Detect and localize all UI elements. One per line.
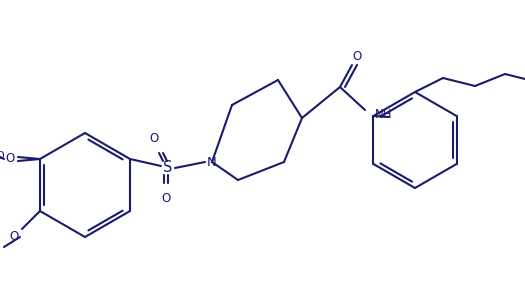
Text: O: O [150, 131, 159, 144]
Text: NH: NH [375, 108, 393, 121]
Text: O: O [161, 192, 171, 205]
Text: N: N [207, 155, 217, 168]
Text: O: O [352, 51, 362, 64]
Text: S: S [163, 160, 173, 175]
Text: O: O [0, 151, 4, 161]
Text: O: O [9, 231, 18, 244]
Text: O: O [5, 153, 15, 166]
